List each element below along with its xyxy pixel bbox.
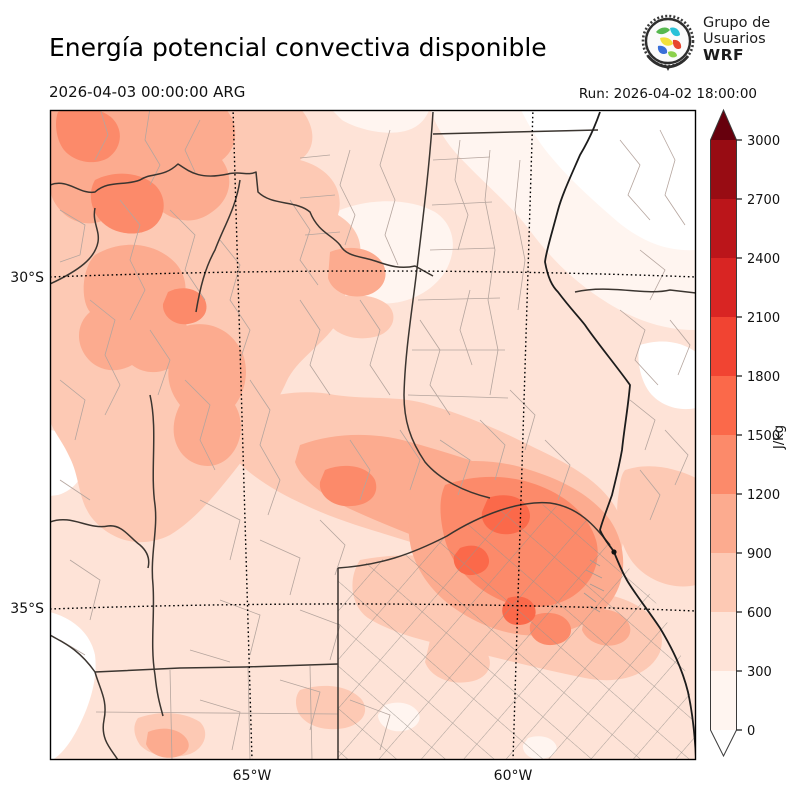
colorbar-tick-label: 300 — [747, 665, 772, 680]
gridline-35s — [50, 603, 696, 612]
lat-label-35s: 35°S — [10, 601, 44, 617]
gridline-65w — [232, 110, 253, 760]
colorbar-tick-label: 1800 — [747, 370, 780, 385]
gridline-30s — [50, 270, 696, 278]
buenos-aires-city-marker — [611, 549, 617, 555]
wrf-logo-text: Grupo de Usuarios WRF — [703, 15, 770, 63]
wrf-users-group-logo: Grupo de Usuarios WRF — [640, 12, 800, 74]
colorbar-tick-label: 600 — [747, 606, 772, 621]
cape-field-layer — [50, 110, 696, 760]
logo-line-3: WRF — [703, 46, 745, 64]
graticule — [50, 110, 696, 760]
colorbar-tick-label: 0 — [747, 724, 755, 739]
colorbar-unit-label: J/kg — [772, 425, 787, 450]
lon-label-65w: 65°W — [233, 768, 272, 784]
run-time-label: Run: 2026-04-02 18:00:00 — [578, 86, 757, 102]
map-frame — [49, 109, 697, 761]
colorbar-tick-label: 2400 — [747, 252, 780, 267]
colorbar-tick-label: 900 — [747, 547, 772, 562]
colorbar-tick-label: 1200 — [747, 488, 780, 503]
gridline-60w — [512, 110, 534, 760]
wrf-logo-emblem-icon — [641, 14, 695, 71]
colorbar-tick-label: 2700 — [747, 193, 780, 208]
logo-line-2: Usuarios — [703, 31, 766, 47]
colorbar-tick-label: 1500 — [747, 429, 780, 444]
lat-label-30s: 30°S — [10, 270, 44, 286]
colorbar-under-arrow — [710, 730, 737, 756]
colorbar-tick-label: 3000 — [747, 134, 780, 149]
province-boundaries — [50, 111, 696, 760]
colorbar-ticks — [736, 139, 742, 731]
colorbar-over-arrow — [710, 110, 737, 140]
valid-time-label: 2026-04-03 00:00:00 ARG — [49, 83, 246, 101]
colorbar: 3000 2700 2400 2100 1800 1500 1200 900 6… — [710, 108, 787, 758]
parana-river-and-coast — [544, 111, 696, 759]
lon-label-60w: 60°W — [494, 768, 533, 784]
colorbar-tick-labels: 3000 2700 2400 2100 1800 1500 1200 900 6… — [747, 134, 780, 739]
page-title: Energía potencial convectiva disponible — [49, 33, 547, 62]
logo-line-1: Grupo de — [703, 15, 771, 31]
colorbar-tick-label: 2100 — [747, 311, 780, 326]
